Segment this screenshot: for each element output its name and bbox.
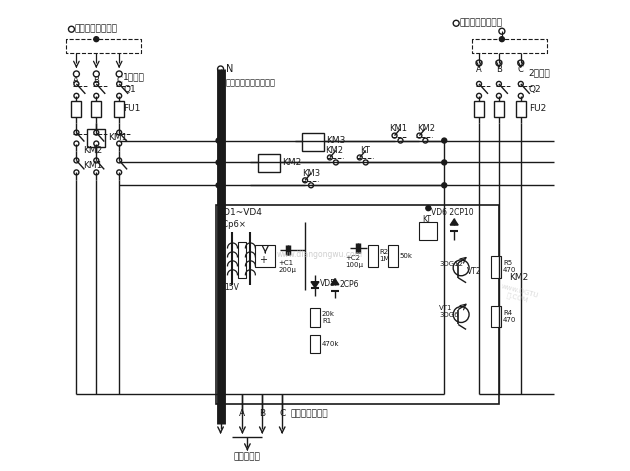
- Text: KT: KT: [360, 146, 370, 155]
- Text: 50k: 50k: [399, 253, 413, 259]
- Polygon shape: [331, 279, 339, 284]
- Text: KM2: KM2: [418, 124, 435, 133]
- Text: B: B: [260, 409, 265, 418]
- Text: 接单相负载: 接单相负载: [234, 452, 261, 461]
- Text: R4
470: R4 470: [503, 310, 516, 323]
- Text: KM1: KM1: [108, 133, 128, 142]
- Text: 3DG12: 3DG12: [439, 261, 463, 267]
- Bar: [88, 129, 105, 146]
- Bar: [491, 306, 501, 327]
- Circle shape: [442, 138, 447, 143]
- Text: VD6 2CP10: VD6 2CP10: [432, 208, 474, 217]
- Text: Q1: Q1: [123, 85, 136, 94]
- Text: 单相电源相线接法: 单相电源相线接法: [459, 19, 502, 28]
- Circle shape: [216, 183, 221, 188]
- Bar: [114, 101, 124, 117]
- Text: +C1
200μ: +C1 200μ: [278, 260, 296, 273]
- Text: 15V: 15V: [224, 283, 239, 292]
- Text: N: N: [226, 64, 233, 74]
- Text: B: B: [93, 76, 99, 85]
- Circle shape: [442, 183, 447, 188]
- Bar: [310, 335, 320, 353]
- Text: KM2: KM2: [83, 146, 103, 155]
- Text: 由此接三相负载: 由此接三相负载: [290, 409, 328, 418]
- Text: FU2: FU2: [529, 104, 546, 113]
- Text: KM2: KM2: [325, 146, 343, 155]
- Text: KM1: KM1: [389, 124, 408, 133]
- Text: C: C: [518, 65, 524, 74]
- Text: 1号电源: 1号电源: [123, 73, 145, 81]
- Text: 单相或三相电源中性线: 单相或三相电源中性线: [226, 78, 275, 88]
- Text: Q2: Q2: [529, 85, 541, 94]
- Text: N: N: [217, 409, 224, 418]
- Text: R2
1M: R2 1M: [380, 249, 390, 262]
- Text: www.DGTU
电.COM: www.DGTU 电.COM: [498, 283, 539, 306]
- Text: A: A: [74, 76, 79, 85]
- Bar: [91, 101, 101, 117]
- Bar: [494, 101, 504, 117]
- Text: VD5: VD5: [320, 279, 336, 288]
- Text: KM2: KM2: [509, 273, 528, 282]
- Bar: [302, 133, 324, 151]
- Text: C: C: [279, 409, 285, 418]
- Circle shape: [426, 206, 431, 211]
- Bar: [420, 222, 437, 240]
- Bar: [238, 242, 246, 278]
- Text: VT2: VT2: [467, 267, 482, 276]
- Circle shape: [216, 160, 221, 165]
- Text: VT1
3DG6: VT1 3DG6: [439, 305, 459, 318]
- Text: C: C: [116, 76, 122, 85]
- Text: A: A: [239, 409, 246, 418]
- Polygon shape: [450, 219, 458, 225]
- Bar: [71, 101, 81, 117]
- Text: A: A: [476, 65, 482, 74]
- Text: 20k
R1: 20k R1: [322, 311, 335, 324]
- Text: FU1: FU1: [123, 104, 140, 113]
- Bar: [368, 245, 377, 267]
- Text: 单相电源相线接法: 单相电源相线接法: [74, 24, 117, 34]
- Text: KM3: KM3: [302, 169, 320, 178]
- Bar: [387, 245, 398, 267]
- Circle shape: [500, 37, 505, 41]
- Bar: [516, 101, 526, 117]
- Text: KM1: KM1: [83, 161, 103, 170]
- Text: KM2: KM2: [282, 158, 301, 167]
- Bar: [255, 245, 275, 267]
- Bar: [215, 205, 499, 404]
- Bar: [258, 154, 280, 172]
- Bar: [474, 101, 484, 117]
- Text: 2CP6: 2CP6: [340, 280, 359, 289]
- Text: VD1~VD4: VD1~VD4: [217, 208, 263, 217]
- Text: +: +: [260, 255, 267, 265]
- Bar: [491, 256, 501, 278]
- Polygon shape: [311, 282, 319, 288]
- Circle shape: [442, 160, 447, 165]
- Circle shape: [216, 138, 221, 143]
- Text: 2号电源: 2号电源: [529, 68, 551, 77]
- Text: KM3: KM3: [326, 136, 345, 145]
- Text: B: B: [496, 65, 502, 74]
- Circle shape: [94, 37, 99, 41]
- Text: KT: KT: [422, 215, 432, 224]
- Bar: [310, 308, 320, 327]
- Text: www.diangongwu.com: www.diangongwu.com: [277, 251, 363, 260]
- Text: 470k: 470k: [322, 341, 340, 347]
- Text: R5
470: R5 470: [503, 260, 516, 273]
- Text: +C2
100μ: +C2 100μ: [345, 255, 363, 268]
- Text: 2Cp6×: 2Cp6×: [217, 219, 246, 228]
